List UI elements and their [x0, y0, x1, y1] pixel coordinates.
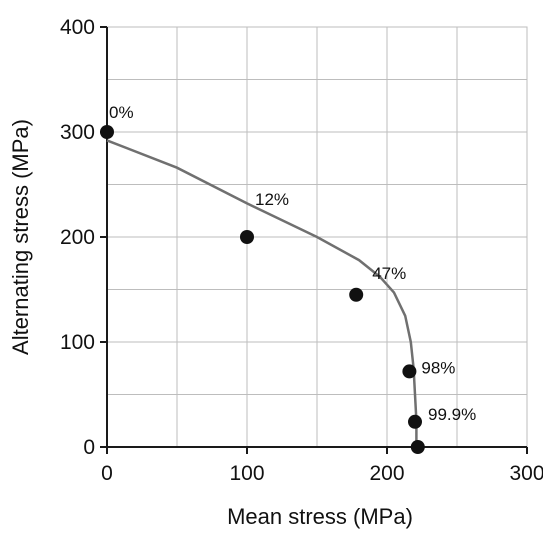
data-label: 12% — [255, 190, 289, 209]
data-points — [100, 125, 425, 454]
data-point — [402, 364, 417, 379]
y-tick-labels: 0 100 200 300 400 — [60, 16, 107, 459]
data-label: 98% — [421, 358, 455, 377]
x-tick-label: 200 — [369, 462, 404, 485]
data-label: 0% — [109, 103, 134, 122]
x-tick-labels: 0 100 200 300 — [101, 447, 543, 485]
y-tick-label: 200 — [60, 226, 95, 249]
data-point — [100, 125, 114, 139]
data-point — [240, 230, 254, 244]
x-tick-label: 100 — [229, 462, 264, 485]
data-point — [349, 287, 364, 302]
x-axis-title: Mean stress (MPa) — [227, 504, 413, 529]
data-label: 99.9% — [428, 405, 476, 424]
fatigue-curve — [106, 139, 418, 447]
y-axis-title: Alternating stress (MPa) — [8, 119, 33, 355]
data-label: 47% — [372, 264, 406, 283]
y-tick-label: 100 — [60, 331, 95, 354]
data-point — [408, 414, 422, 429]
x-tick-label: 300 — [509, 462, 543, 485]
y-tick-label: 400 — [60, 16, 95, 39]
data-labels: 0% 12% 47% 98% 99.9% — [109, 103, 476, 424]
y-tick-label: 0 — [83, 436, 95, 459]
data-point — [410, 440, 425, 454]
y-tick-label: 300 — [60, 121, 95, 144]
x-tick-label: 0 — [101, 462, 113, 485]
